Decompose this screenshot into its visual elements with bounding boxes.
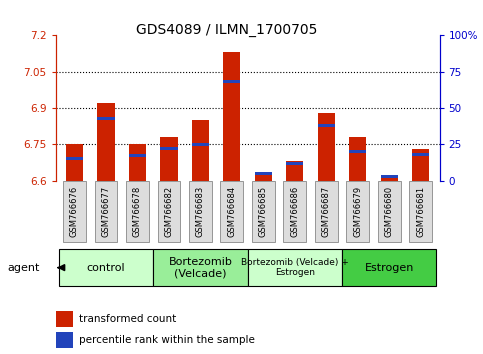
Text: GSM766676: GSM766676 (70, 186, 79, 237)
Bar (160, 147, 178, 150)
Bar (381, 175, 398, 178)
FancyBboxPatch shape (284, 181, 306, 242)
Text: GSM766679: GSM766679 (353, 186, 362, 237)
Bar (286, 162, 303, 165)
Text: GDS4089 / ILMN_1700705: GDS4089 / ILMN_1700705 (136, 23, 318, 37)
Bar (349, 137, 366, 181)
FancyBboxPatch shape (378, 181, 400, 242)
FancyBboxPatch shape (153, 249, 248, 286)
Bar (97, 117, 114, 120)
Bar (160, 137, 178, 181)
FancyBboxPatch shape (157, 181, 180, 242)
Text: GSM766686: GSM766686 (290, 186, 299, 237)
FancyBboxPatch shape (220, 181, 243, 242)
Bar (192, 143, 209, 146)
Bar (56, 311, 73, 327)
Text: GSM766681: GSM766681 (416, 186, 425, 237)
Bar (97, 103, 114, 181)
FancyBboxPatch shape (252, 181, 275, 242)
Text: GSM766677: GSM766677 (101, 186, 111, 237)
Bar (223, 80, 241, 83)
Text: GSM766684: GSM766684 (227, 186, 236, 237)
FancyBboxPatch shape (189, 181, 212, 242)
Bar (349, 150, 366, 153)
Text: GSM766687: GSM766687 (322, 186, 331, 237)
Text: GSM766685: GSM766685 (259, 186, 268, 237)
Bar (286, 161, 303, 181)
FancyBboxPatch shape (315, 181, 338, 242)
Text: GSM766683: GSM766683 (196, 186, 205, 237)
FancyBboxPatch shape (346, 181, 369, 242)
Bar (129, 144, 146, 181)
Text: agent: agent (7, 263, 40, 273)
Bar (66, 157, 83, 160)
Bar (129, 154, 146, 157)
Bar (255, 173, 272, 181)
FancyBboxPatch shape (126, 181, 149, 242)
Text: percentile rank within the sample: percentile rank within the sample (79, 335, 255, 345)
Bar (66, 144, 83, 181)
Bar (223, 52, 241, 181)
FancyBboxPatch shape (95, 181, 117, 242)
Text: GSM766678: GSM766678 (133, 186, 142, 237)
FancyBboxPatch shape (409, 181, 432, 242)
Bar (412, 153, 429, 156)
FancyBboxPatch shape (59, 249, 153, 286)
FancyBboxPatch shape (248, 249, 342, 286)
Text: Bortezomib (Velcade) +
Estrogen: Bortezomib (Velcade) + Estrogen (241, 258, 349, 277)
Bar (317, 124, 335, 127)
Text: control: control (86, 263, 125, 273)
Text: Estrogen: Estrogen (365, 263, 414, 273)
Bar (317, 113, 335, 181)
Bar (255, 172, 272, 175)
Text: GSM766682: GSM766682 (164, 186, 173, 237)
Text: transformed count: transformed count (79, 314, 176, 324)
FancyBboxPatch shape (342, 249, 436, 286)
Text: GSM766680: GSM766680 (384, 186, 394, 237)
Bar (192, 120, 209, 181)
Text: Bortezomib
(Velcade): Bortezomib (Velcade) (169, 257, 232, 279)
Bar (56, 332, 73, 348)
FancyBboxPatch shape (63, 181, 86, 242)
Bar (381, 178, 398, 181)
Bar (412, 149, 429, 181)
